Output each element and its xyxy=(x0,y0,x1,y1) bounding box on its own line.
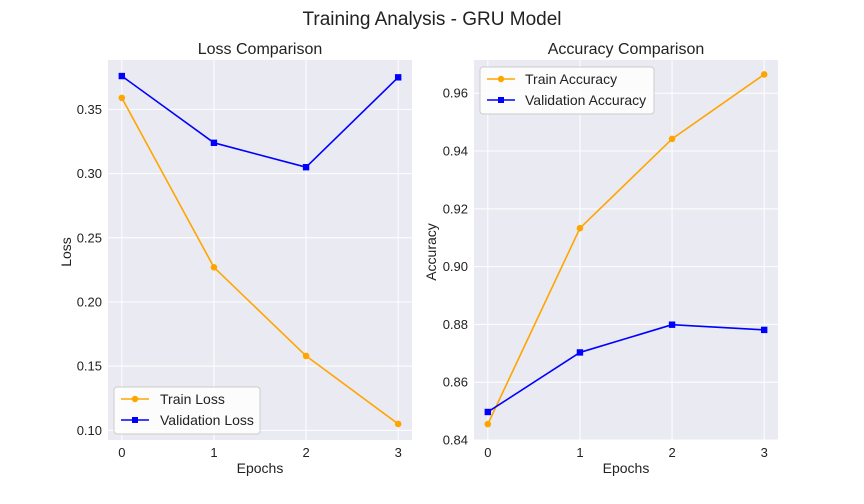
loss-y-tick-label: 0.15 xyxy=(77,359,102,374)
validation-accuracy-point xyxy=(668,321,676,328)
accuracy-x-tick-label: 1 xyxy=(576,445,583,460)
loss-chart: 0.10 0.15 0.20 0.25 0.30 0.35 0 1 2 3 Loss Compar… xyxy=(58,41,412,476)
accuracy-ticks: 0.84 0.86 0.88 0.90 0.92 0.94 0.96 0 1 2 3 xyxy=(443,86,768,460)
train-loss-point xyxy=(302,352,310,360)
loss-plot-area xyxy=(108,60,412,440)
accuracy-y-axis-label: Accuracy xyxy=(423,223,439,281)
loss-y-tick-label: 0.35 xyxy=(77,102,102,117)
accuracy-chart-title: Accuracy Comparison xyxy=(548,41,705,58)
figure-title: Training Analysis - GRU Model xyxy=(302,9,561,30)
legend-validation-accuracy-marker xyxy=(498,97,504,103)
validation-accuracy-point xyxy=(760,326,768,334)
loss-legend: Train Loss Validation Loss xyxy=(113,386,261,435)
validation-loss-point xyxy=(210,139,218,147)
legend-train-accuracy-label: Train Accuracy xyxy=(525,71,617,87)
legend-validation-loss-label: Validation Loss xyxy=(160,412,254,428)
legend-train-loss-label: Train Loss xyxy=(160,391,225,407)
accuracy-plot-area xyxy=(474,60,778,440)
accuracy-y-tick-label: 0.90 xyxy=(443,259,468,274)
accuracy-series xyxy=(484,71,768,428)
loss-y-tick-label: 0.30 xyxy=(77,166,102,181)
legend-train-loss-marker xyxy=(131,395,139,403)
accuracy-x-tick-label: 2 xyxy=(668,445,675,460)
loss-legend-box xyxy=(113,386,261,435)
train-accuracy-line xyxy=(487,73,765,425)
train-loss-point xyxy=(394,420,402,428)
accuracy-legend-box xyxy=(479,66,655,115)
train-loss-point xyxy=(118,94,126,102)
validation-accuracy-point xyxy=(484,408,492,416)
loss-x-tick-label: 2 xyxy=(302,445,309,460)
accuracy-y-tick-label: 0.96 xyxy=(443,86,468,101)
validation-accuracy-line xyxy=(487,323,765,413)
loss-x-axis-label: Epochs xyxy=(237,460,284,476)
loss-y-axis-label: Loss xyxy=(58,237,74,267)
validation-accuracy-point xyxy=(576,349,584,356)
train-accuracy-point xyxy=(668,135,676,143)
accuracy-y-tick-label: 0.94 xyxy=(443,144,468,159)
loss-y-tick-label: 0.20 xyxy=(77,294,102,309)
train-accuracy-point xyxy=(760,71,768,78)
train-loss-line xyxy=(121,97,399,425)
legend-train-accuracy-marker xyxy=(497,75,505,83)
loss-x-tick-label: 0 xyxy=(118,445,125,460)
loss-x-tick-label: 1 xyxy=(210,445,217,460)
accuracy-x-tick-label: 0 xyxy=(484,445,491,460)
legend-validation-accuracy-label: Validation Accuracy xyxy=(525,92,646,108)
accuracy-y-tick-label: 0.84 xyxy=(443,433,468,448)
accuracy-legend: Train Accuracy Validation Accuracy xyxy=(479,66,655,115)
accuracy-y-tick-label: 0.92 xyxy=(443,201,468,216)
loss-grid xyxy=(108,60,412,440)
loss-y-tick-label: 0.25 xyxy=(77,230,102,245)
loss-ticks: 0.10 0.15 0.20 0.25 0.30 0.35 0 1 2 3 xyxy=(77,102,402,460)
loss-y-tick-label: 0.10 xyxy=(77,423,102,438)
accuracy-chart: 0.84 0.86 0.88 0.90 0.92 0.94 0.96 0 1 2 3 Accurac… xyxy=(423,41,778,476)
accuracy-x-axis-label: Epochs xyxy=(603,460,650,476)
train-loss-point xyxy=(210,264,218,271)
validation-loss-point xyxy=(302,163,310,171)
validation-loss-line xyxy=(121,75,399,168)
legend-validation-loss-marker xyxy=(132,417,138,423)
accuracy-y-tick-label: 0.86 xyxy=(443,375,468,390)
accuracy-x-tick-label: 3 xyxy=(761,445,768,460)
accuracy-grid xyxy=(474,60,778,441)
loss-series xyxy=(118,72,402,428)
validation-loss-point xyxy=(118,72,126,80)
accuracy-y-tick-label: 0.88 xyxy=(443,317,468,332)
train-accuracy-point xyxy=(484,420,492,428)
validation-loss-point xyxy=(394,74,402,81)
train-accuracy-point xyxy=(576,224,584,232)
loss-chart-title: Loss Comparison xyxy=(198,41,323,58)
loss-x-tick-label: 3 xyxy=(395,445,402,460)
